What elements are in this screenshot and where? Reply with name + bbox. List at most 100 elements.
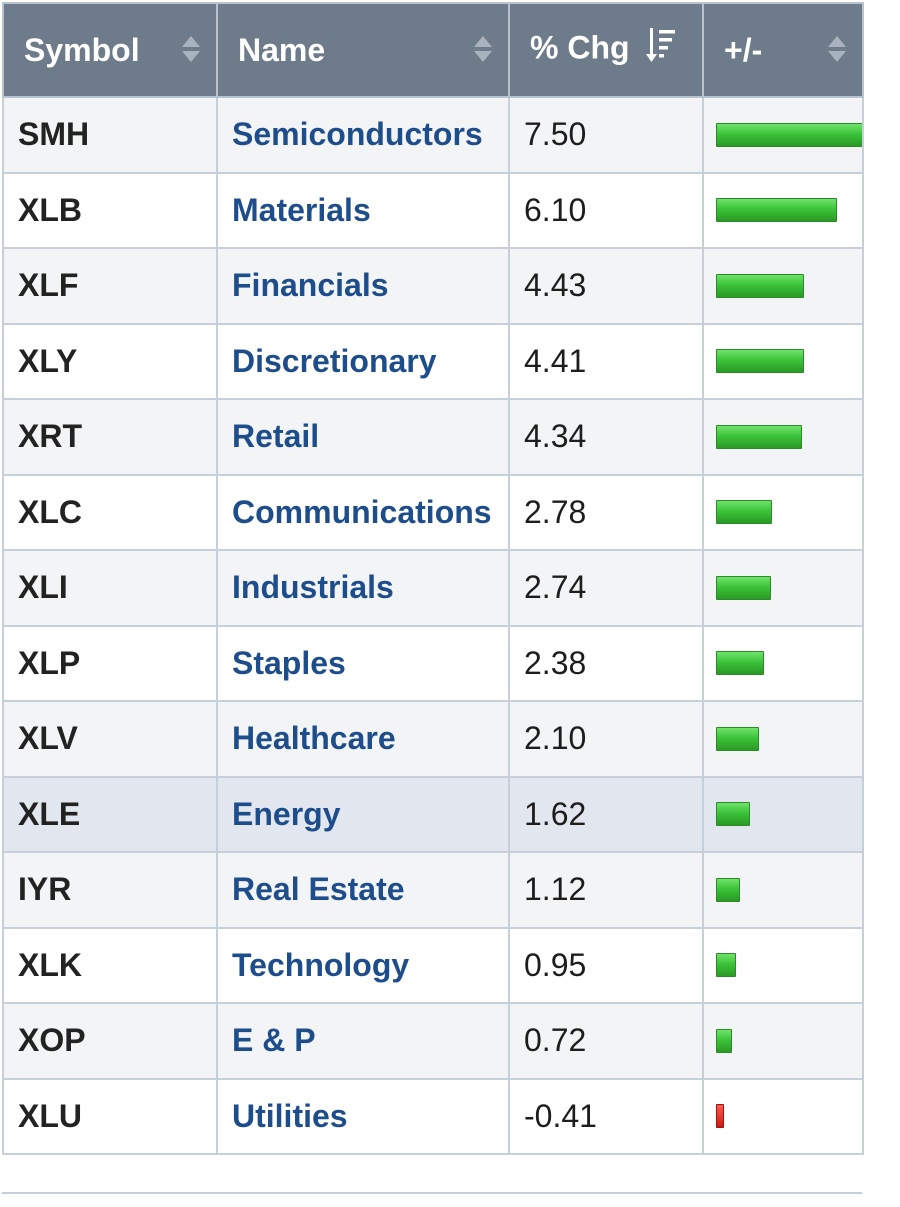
sector-name-link[interactable]: Industrials (232, 569, 394, 606)
name-cell: Industrials (216, 549, 510, 627)
percent-change-cell: 7.50 (508, 96, 704, 174)
name-cell: Financials (216, 247, 510, 325)
symbol-cell: IYR (2, 851, 218, 929)
name-cell: Discretionary (216, 322, 510, 400)
table-header-row: Symbol Name % Chg +/- (2, 2, 864, 98)
name-header-label: Name (238, 31, 326, 68)
sector-name-link[interactable]: E & P (232, 1022, 316, 1059)
change-bar-cell (702, 700, 864, 778)
percent-change-cell: 6.10 (508, 171, 704, 249)
change-bar (716, 802, 750, 827)
table-row[interactable]: XLK Technology 0.95 (2, 926, 864, 1004)
name-cell: Materials (216, 171, 510, 249)
table-row[interactable]: XLF Financials 4.43 (2, 247, 864, 325)
sector-name-link[interactable]: Discretionary (232, 342, 437, 379)
sector-name-link[interactable]: Healthcare (232, 720, 396, 757)
symbol-cell: XLB (2, 171, 218, 249)
sector-name-link[interactable]: Staples (232, 644, 346, 681)
name-cell: E & P (216, 1002, 510, 1080)
table-row[interactable]: XLI Industrials 2.74 (2, 549, 864, 627)
change-bar (716, 424, 802, 449)
name-cell: Retail (216, 398, 510, 476)
change-bar-cell (702, 473, 864, 551)
chg-column-header[interactable]: % Chg (508, 2, 704, 98)
sort-toggle-icon[interactable] (474, 36, 492, 66)
sort-descending-icon[interactable] (645, 26, 678, 74)
bar-column-header[interactable]: +/- (702, 2, 864, 98)
change-bar-cell (702, 322, 864, 400)
name-cell: Energy (216, 775, 510, 853)
table-row[interactable]: XOP E & P 0.72 (2, 1002, 864, 1080)
table-row[interactable]: XLE Energy 1.62 (2, 775, 864, 853)
percent-change-cell: 4.41 (508, 322, 704, 400)
change-bar-cell (702, 775, 864, 853)
change-bar-cell (702, 926, 864, 1004)
symbol-cell: XOP (2, 1002, 218, 1080)
sector-name-link[interactable]: Communications (232, 493, 492, 530)
sector-name-link[interactable]: Materials (232, 191, 371, 228)
percent-change-cell: 4.43 (508, 247, 704, 325)
table-body: SMH Semiconductors 7.50 XLB Materials 6.10 XLF… (2, 96, 864, 1155)
change-bar (716, 1028, 732, 1053)
symbol-cell: XLC (2, 473, 218, 551)
percent-change-cell: 1.12 (508, 851, 704, 929)
change-bar (716, 1104, 724, 1129)
table-row[interactable]: XLB Materials 6.10 (2, 171, 864, 249)
change-bar (716, 726, 759, 751)
change-bar (716, 651, 764, 676)
name-cell: Healthcare (216, 700, 510, 778)
percent-change-cell: 0.72 (508, 1002, 704, 1080)
change-bar (716, 273, 804, 298)
table-bottom-border (2, 1192, 862, 1194)
sort-toggle-icon[interactable] (828, 36, 846, 66)
sector-name-link[interactable]: Semiconductors (232, 116, 483, 153)
change-bar (716, 198, 837, 223)
change-bar-cell (702, 96, 864, 174)
sector-name-link[interactable]: Utilities (232, 1097, 348, 1134)
name-cell: Staples (216, 624, 510, 702)
symbol-header-label: Symbol (24, 31, 140, 68)
name-column-header[interactable]: Name (216, 2, 510, 98)
sector-name-link[interactable]: Real Estate (232, 871, 405, 908)
table-row[interactable]: XLP Staples 2.38 (2, 624, 864, 702)
change-bar (716, 122, 861, 147)
symbol-cell: XLF (2, 247, 218, 325)
symbol-column-header[interactable]: Symbol (2, 2, 218, 98)
table-row[interactable]: XRT Retail 4.34 (2, 398, 864, 476)
percent-change-cell: 1.62 (508, 775, 704, 853)
table-row[interactable]: XLU Utilities -0.41 (2, 1077, 864, 1155)
chg-header-label: % Chg (530, 29, 630, 66)
table-row[interactable]: IYR Real Estate 1.12 (2, 851, 864, 929)
symbol-cell: SMH (2, 96, 218, 174)
change-bar-cell (702, 398, 864, 476)
change-bar-cell (702, 1077, 864, 1155)
symbol-cell: XRT (2, 398, 218, 476)
sector-name-link[interactable]: Retail (232, 418, 320, 455)
sector-name-link[interactable]: Technology (232, 946, 410, 983)
percent-change-cell: 2.10 (508, 700, 704, 778)
percent-change-cell: 2.38 (508, 624, 704, 702)
table-row[interactable]: XLY Discretionary 4.41 (2, 322, 864, 400)
name-cell: Communications (216, 473, 510, 551)
sort-toggle-icon[interactable] (182, 36, 200, 66)
name-cell: Semiconductors (216, 96, 510, 174)
change-bar-cell (702, 247, 864, 325)
sector-name-link[interactable]: Energy (232, 795, 341, 832)
symbol-cell: XLP (2, 624, 218, 702)
change-bar (716, 953, 736, 978)
table-row[interactable]: XLC Communications 2.78 (2, 473, 864, 551)
change-bar-cell (702, 624, 864, 702)
change-bar (716, 500, 772, 525)
change-bar-cell (702, 549, 864, 627)
change-bar (716, 575, 771, 600)
sector-name-link[interactable]: Financials (232, 267, 389, 304)
table-row[interactable]: SMH Semiconductors 7.50 (2, 96, 864, 174)
change-bar-cell (702, 1002, 864, 1080)
sector-performance-table: Symbol Name % Chg +/- SMH Semiconductors 7… (2, 2, 864, 1155)
change-bar-cell (702, 171, 864, 249)
change-bar-cell (702, 851, 864, 929)
bar-header-label: +/- (724, 31, 763, 68)
percent-change-cell: -0.41 (508, 1077, 704, 1155)
table-row[interactable]: XLV Healthcare 2.10 (2, 700, 864, 778)
percent-change-cell: 4.34 (508, 398, 704, 476)
